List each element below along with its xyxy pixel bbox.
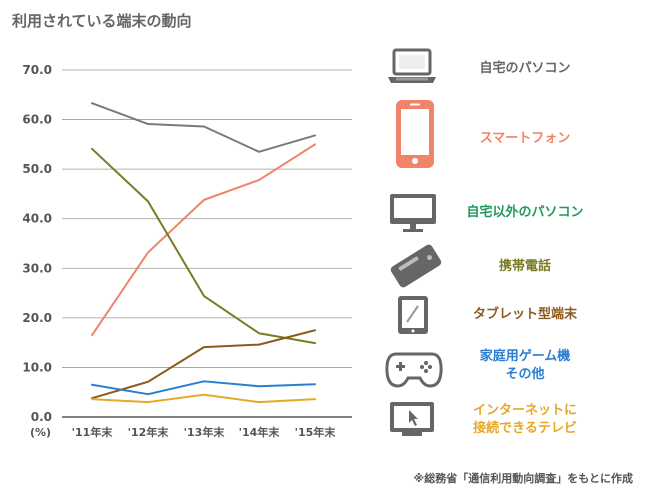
legend-label: 自宅のパソコン	[479, 60, 570, 76]
series-line	[91, 329, 316, 400]
x-tick-label: '15年末	[295, 425, 337, 439]
chart-title: 利用されている端末の動向	[12, 12, 192, 30]
y-tick-label: 20.0	[22, 311, 52, 325]
gridlines	[62, 69, 352, 418]
series-line	[91, 102, 316, 153]
x-tick-label: '13年末	[184, 425, 226, 439]
y-tick-label: 0.0	[31, 410, 52, 424]
y-tick-label: 50.0	[22, 162, 52, 176]
legend-label: 家庭用ゲーム機その他	[480, 348, 571, 382]
series-line	[91, 143, 316, 337]
source-note: ※総務省「通信利用動向調査」をもとに作成	[414, 471, 633, 485]
y-unit-label: (%)	[30, 426, 51, 439]
x-tick-label: '11年末	[72, 425, 114, 439]
x-tick-label: '12年末	[128, 425, 170, 439]
series-line	[91, 147, 316, 345]
x-axis: '11年末 '12年末 '13年末 '14年末 '15年末	[72, 425, 337, 439]
mobile-phone-icon	[390, 244, 442, 288]
series-lines	[91, 102, 316, 404]
legend-label: スマートフォン	[480, 131, 571, 146]
y-tick-label: 40.0	[22, 212, 52, 226]
laptop-icon	[388, 48, 436, 83]
legend-label: タブレット型端末	[473, 306, 578, 322]
legend-label: 自宅以外のパソコン	[466, 204, 583, 220]
legend: 自宅のパソコンスマートフォン自宅以外のパソコン携帯電話タブレット型端末家庭用ゲー…	[385, 48, 584, 436]
x-tick-label: '14年末	[239, 425, 281, 439]
y-tick-label: 10.0	[22, 360, 52, 374]
monitor-icon	[390, 194, 436, 232]
tv-cursor-icon	[390, 402, 434, 436]
legend-label: 携帯電話	[499, 258, 551, 274]
y-tick-label: 70.0	[22, 63, 52, 77]
legend-label: インターネットに接続できるテレビ	[473, 403, 577, 436]
series-line	[91, 380, 316, 396]
y-tick-label: 30.0	[22, 261, 52, 275]
y-tick-label: 60.0	[22, 113, 52, 127]
game-controller-icon	[385, 352, 443, 388]
y-axis: 70.0 60.0 50.0 40.0 30.0 20.0 10.0 0.0 (%)	[22, 63, 52, 439]
tablet-icon	[398, 296, 428, 334]
smartphone-icon	[396, 100, 434, 168]
series-line	[91, 393, 316, 404]
